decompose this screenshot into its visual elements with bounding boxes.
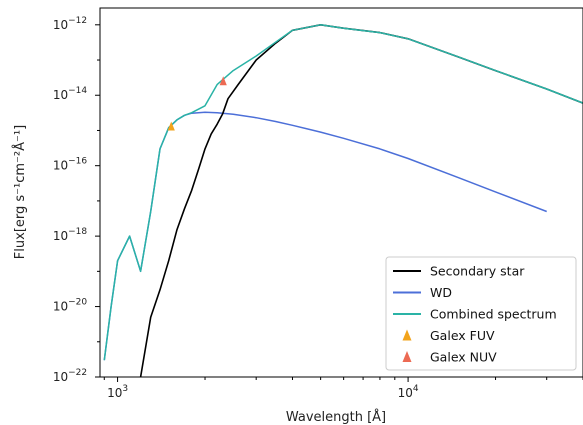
legend-swatch-5 [402, 351, 412, 362]
legend-swatch-4 [402, 329, 412, 341]
x-tick-label-2: 104 [398, 384, 419, 400]
y-tick-label-2: 10−14 [53, 86, 88, 102]
legend-label-2: WD [430, 285, 452, 300]
plot-frame [99, 7, 583, 378]
photometry-points [167, 76, 227, 131]
y-tick-label-3: 10−16 [53, 157, 88, 173]
y-tick-label-4: 10−18 [53, 227, 88, 243]
legend-label-3: Combined spectrum [430, 307, 557, 322]
x-axis-ticks: 103 104 [103, 377, 583, 400]
point-marker-1 [167, 121, 175, 131]
y-tick-label-1: 10−12 [53, 16, 87, 32]
legend-box [385, 256, 577, 371]
y-tick-label-6: 10−22 [53, 368, 87, 384]
series-line-3 [103, 24, 583, 361]
x-axis-label: Wavelength [Å] [286, 409, 386, 425]
y-axis-label: Flux[erg s⁻¹cm⁻²Å⁻¹] [12, 125, 28, 259]
legend: Secondary star WD Combined spectrum Galex F… [385, 256, 577, 371]
x-tick-label-1: 103 [107, 384, 128, 400]
y-tick-label-5: 10−20 [53, 298, 88, 314]
legend-items: Secondary star WD Combined spectrum Galex F… [393, 264, 557, 365]
series-layer [103, 24, 583, 377]
legend-label-1: Secondary star [430, 264, 525, 279]
y-axis-ticks: 10−12 10−14 10−16 10−18 10−20 10−22 [53, 16, 100, 384]
point-marker-2 [219, 76, 227, 86]
legend-label-5: Galex NUV [430, 350, 497, 365]
legend-label-4: Galex FUV [430, 328, 495, 343]
